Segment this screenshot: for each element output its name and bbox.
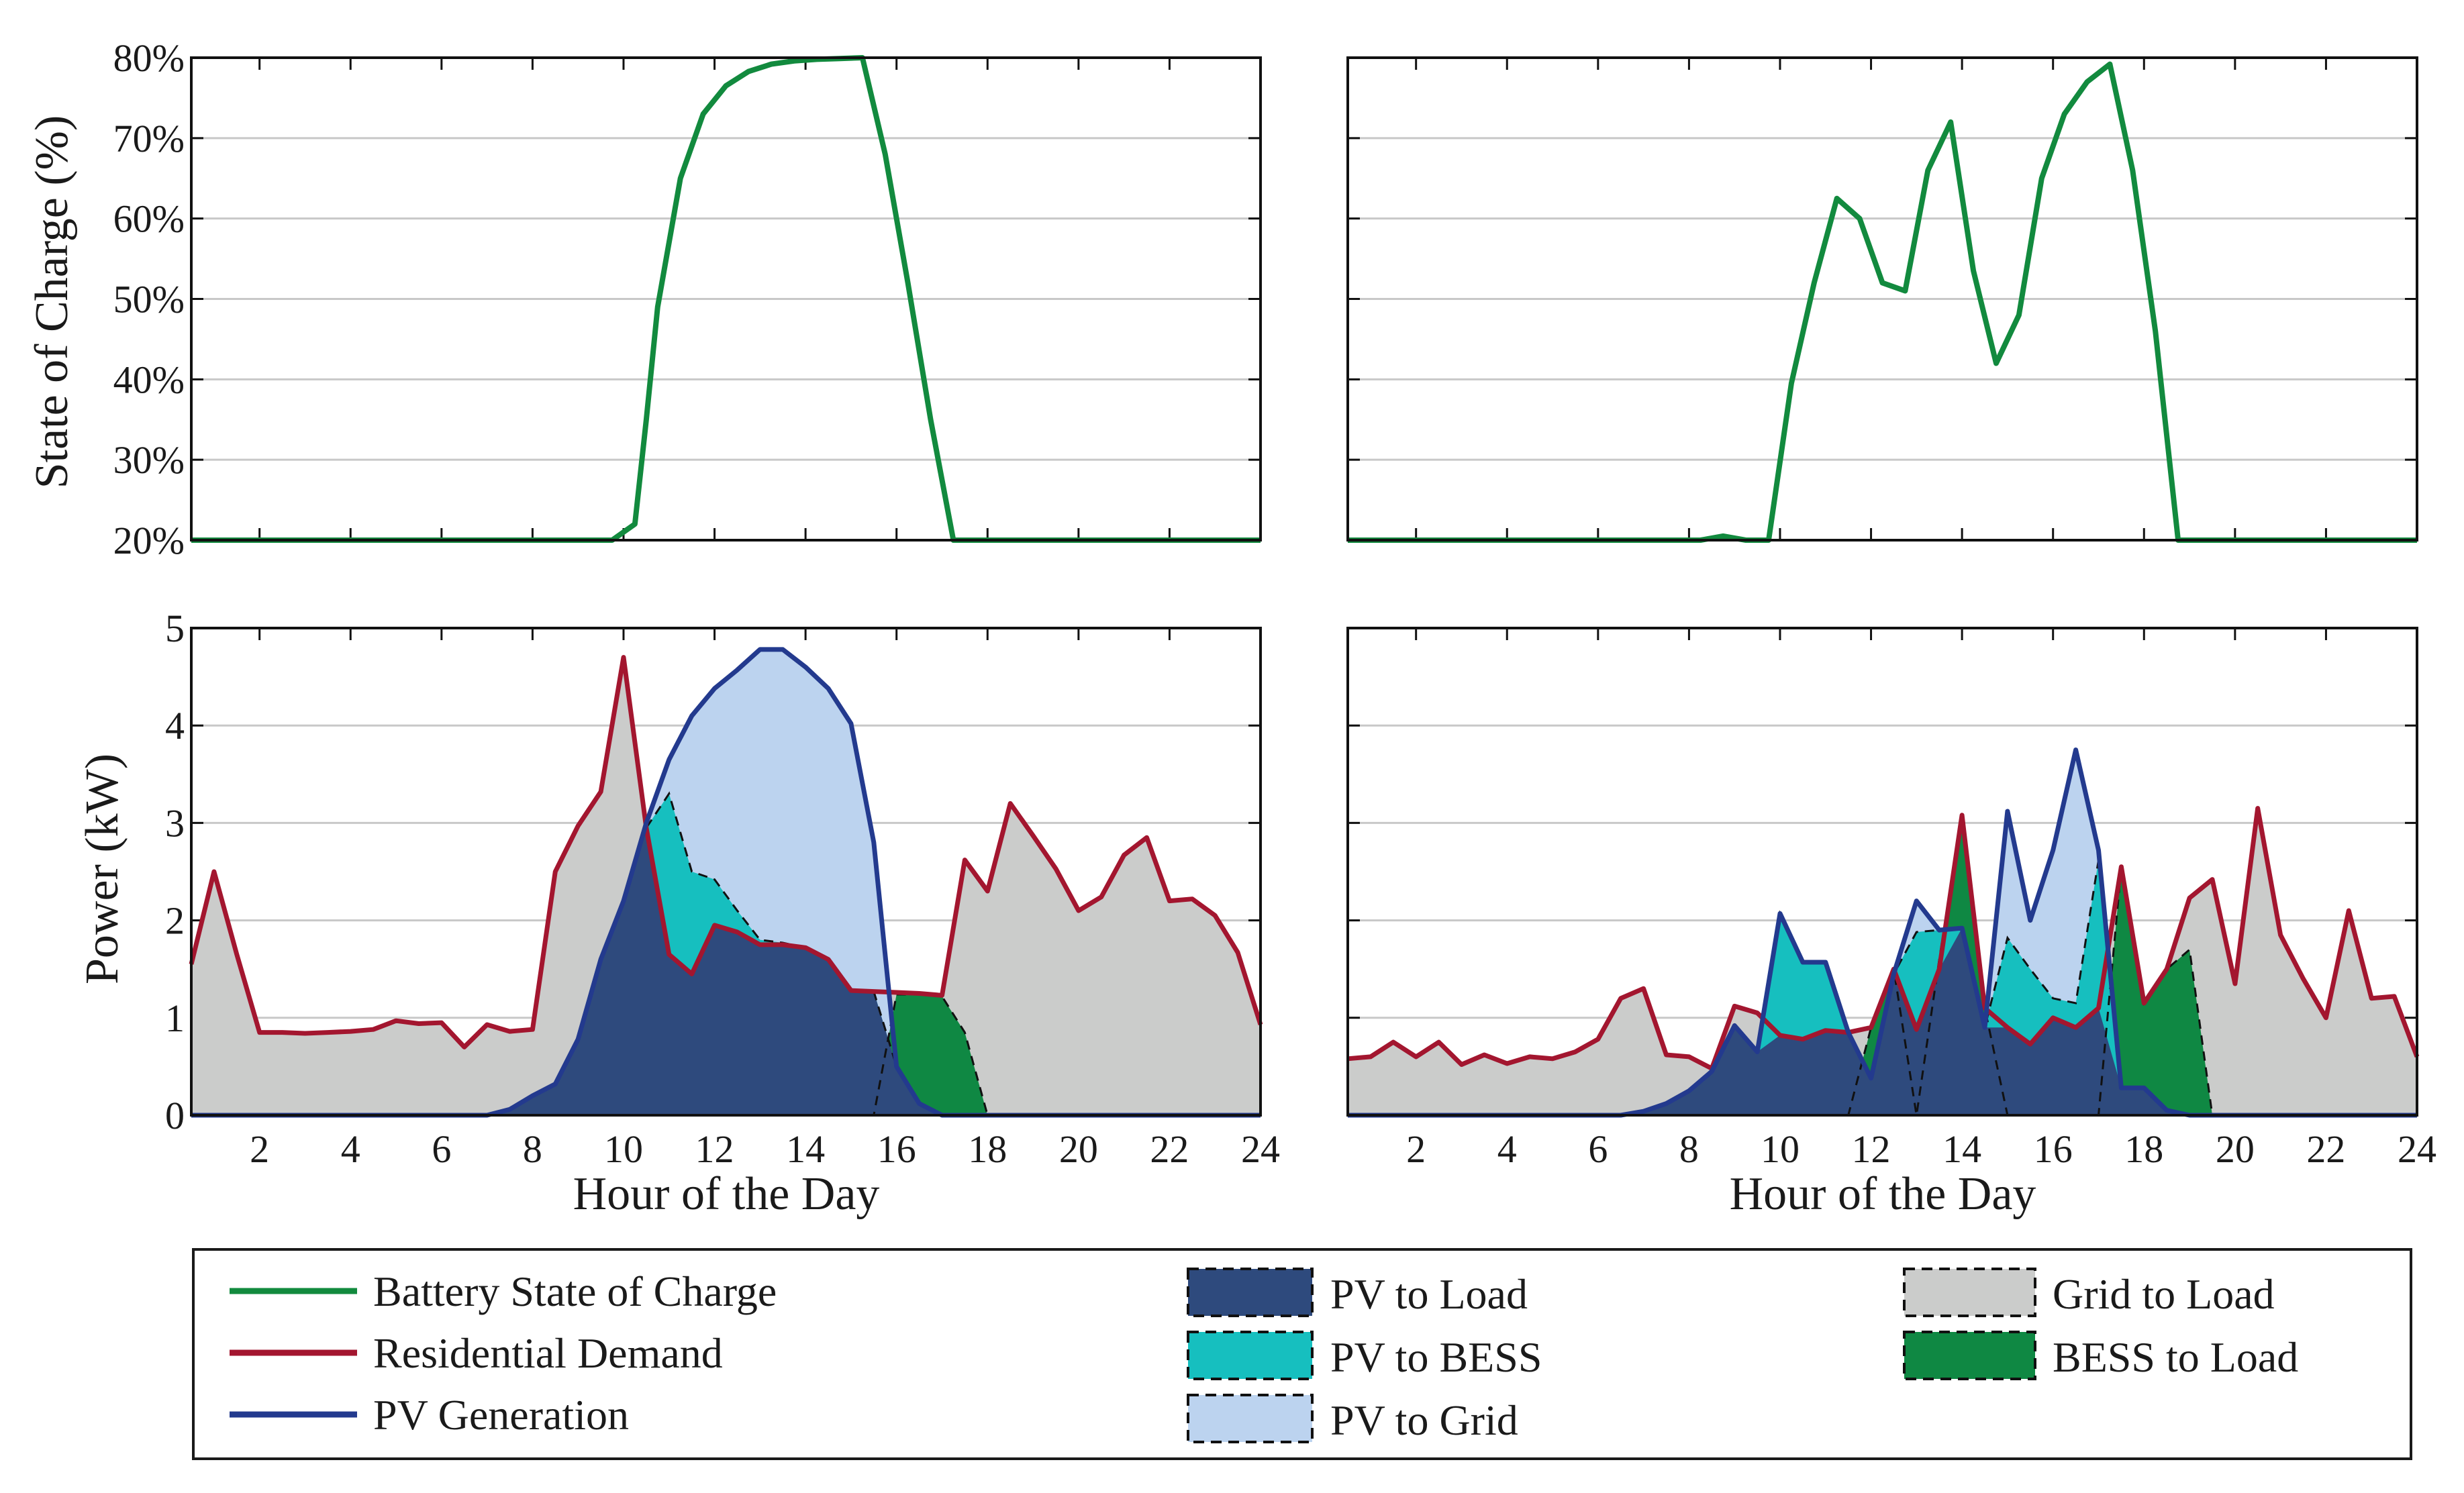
- x-tick-label: 16: [877, 1127, 916, 1171]
- x-tick-label: 6: [432, 1127, 451, 1171]
- plot-frame: [190, 56, 1262, 542]
- soc-series-line: [191, 55, 1261, 543]
- x-tick-label: 10: [1761, 1127, 1800, 1171]
- x-tick-label: 4: [341, 1127, 360, 1171]
- legend-label-pv-to-bess: PV to BESS: [1330, 1333, 1542, 1381]
- y-tick-label: 1: [165, 996, 185, 1040]
- x-tick-label: 8: [1679, 1127, 1699, 1171]
- x-tick-label: 22: [1150, 1127, 1189, 1171]
- legend-swatch-grid-to-load: [1903, 1268, 2036, 1317]
- legend-label-soc: Battery State of Charge: [373, 1268, 777, 1315]
- x-tick-label: 2: [250, 1127, 269, 1171]
- x-tick-label: 16: [2034, 1127, 2073, 1171]
- y-tick-label: 20%: [113, 519, 185, 562]
- x-tick-label: 2: [1406, 1127, 1426, 1171]
- x-tick-label: 12: [695, 1127, 734, 1171]
- y-tick-label: 30%: [113, 438, 185, 482]
- area-grid-to-load: [191, 657, 1261, 1115]
- x-tick-label: 18: [968, 1127, 1007, 1171]
- x-tick-label: 24: [2398, 1127, 2436, 1171]
- x-tick-label: 12: [1852, 1127, 1891, 1171]
- legend-label-pv-to-load: PV to Load: [1330, 1270, 1528, 1318]
- area-pv-to-grid: [191, 649, 1261, 1115]
- area-bess-to-load: [1348, 815, 2417, 1115]
- legend-label-pv-to-grid: PV to Grid: [1330, 1396, 1518, 1444]
- plot-frame: [1346, 56, 2418, 542]
- plot-frame: [1346, 627, 2418, 1117]
- demand-series-line: [189, 655, 1263, 1049]
- soc-axis-label: State of Charge (%): [26, 115, 78, 489]
- y-tick-label: 3: [165, 801, 185, 845]
- x-axis-label-left: Hour of the Day: [573, 1168, 880, 1220]
- x-tick-label: 14: [786, 1127, 825, 1171]
- x-tick-label: 18: [2124, 1127, 2163, 1171]
- legend-label-demand: Residential Demand: [373, 1329, 723, 1377]
- x-tick-label: 10: [604, 1127, 643, 1171]
- x-tick-label: 22: [2306, 1127, 2345, 1171]
- x-tick-label: 20: [1059, 1127, 1098, 1171]
- legend-swatch-pv-to-grid: [1187, 1394, 1314, 1443]
- legend-label-pv: PV Generation: [373, 1391, 629, 1439]
- legend-swatch-pv-to-load: [1187, 1268, 1314, 1317]
- x-tick-label: 24: [1241, 1127, 1280, 1171]
- x-tick-label: 4: [1497, 1127, 1517, 1171]
- chart-panel-top-right: [1346, 56, 2418, 543]
- y-tick-label: 2: [165, 899, 185, 943]
- y-tick-label: 0: [165, 1094, 185, 1137]
- y-tick-label: 4: [165, 704, 185, 748]
- chart-panel-top-left: 20% 30% 40% 50% 60% 70% 80%: [113, 36, 1262, 562]
- y-tick-label: 70%: [113, 117, 185, 160]
- y-tick-label: 40%: [113, 358, 185, 401]
- x-tick-label: 14: [1942, 1127, 1981, 1171]
- x-tick-label: 6: [1588, 1127, 1608, 1171]
- power-axis-label: Power (kW): [77, 754, 128, 984]
- x-tick-label: 8: [523, 1127, 542, 1171]
- plot-frame: [190, 627, 1262, 1117]
- legend-swatch-bess-to-load: [1903, 1331, 2036, 1380]
- legend-label-bess-to-load: BESS to Load: [2053, 1333, 2298, 1381]
- y-tick-label: 50%: [113, 278, 185, 321]
- demand-series-line: [1347, 806, 2420, 1071]
- x-axis-label-right: Hour of the Day: [1730, 1168, 2036, 1220]
- y-tick-label: 80%: [113, 36, 185, 80]
- legend: Battery State of Charge Residential Dema…: [192, 1248, 2412, 1460]
- chart-panel-bottom-right: 2 4 6 8 10 12 14 16 18 20 22 24: [1346, 627, 2436, 1171]
- x-tick-label: 20: [2216, 1127, 2255, 1171]
- legend-label-grid-to-load: Grid to Load: [2053, 1270, 2275, 1318]
- y-tick-label: 60%: [113, 197, 185, 241]
- area-pv-to-load: [191, 827, 1261, 1115]
- y-tick-label: 5: [165, 607, 185, 650]
- legend-swatch-pv-to-bess: [1187, 1331, 1314, 1380]
- area-pv-to-load: [1348, 928, 2417, 1115]
